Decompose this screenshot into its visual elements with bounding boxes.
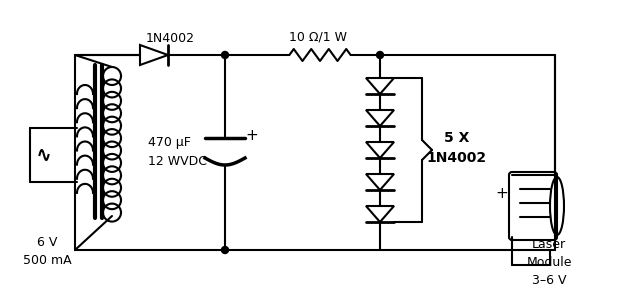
Circle shape [221,51,229,59]
Text: 1N4002: 1N4002 [146,31,194,45]
Circle shape [376,51,384,59]
Text: Laser
Module
3–6 V: Laser Module 3–6 V [526,238,572,287]
Circle shape [221,247,229,254]
Text: 10 Ω/1 W: 10 Ω/1 W [289,31,347,43]
Text: 5 X
1N4002: 5 X 1N4002 [427,131,487,165]
Text: +: + [246,127,258,143]
Text: 470 μF
12 WVDC: 470 μF 12 WVDC [149,136,208,168]
Text: +: + [496,186,508,200]
Text: 6 V
500 mA: 6 V 500 mA [22,236,71,268]
